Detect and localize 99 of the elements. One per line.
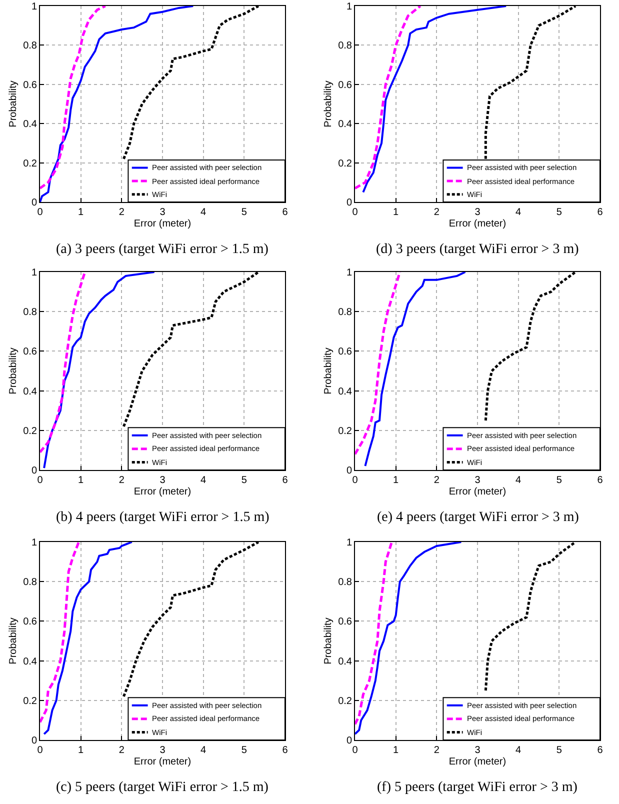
x-tick-label: 2 — [118, 745, 125, 756]
y-tick-label: 0.6 — [338, 346, 352, 358]
x-tick-label: 6 — [597, 207, 604, 218]
y-tick-label: 0.2 — [338, 426, 352, 437]
y-tick-label: 0.2 — [23, 426, 38, 437]
y-tick-label: 0 — [31, 198, 38, 208]
x-axis-title: Error (meter) — [134, 486, 192, 498]
x-tick-label: 3 — [160, 745, 166, 756]
x-tick-label: 2 — [118, 475, 125, 486]
x-tick-label: 6 — [282, 745, 288, 756]
y-tick-label: 0.4 — [23, 119, 38, 130]
x-tick-label: 1 — [78, 475, 84, 486]
y-tick-label: 0.6 — [338, 80, 352, 91]
line-series — [40, 272, 86, 454]
y-tick-label: 0.4 — [23, 656, 38, 668]
x-tick-label: 5 — [241, 207, 248, 218]
x-tick-label: 6 — [597, 745, 604, 756]
y-axis-title: Probability — [8, 618, 20, 664]
x-axis-title: Error (meter) — [134, 756, 192, 768]
x-tick-label: 1 — [393, 475, 400, 486]
y-tick-label: 0.2 — [338, 696, 352, 707]
x-tick-label: 1 — [393, 745, 400, 756]
x-tick-label: 6 — [597, 475, 604, 486]
y-tick-label: 0.4 — [338, 119, 352, 130]
x-tick-label: 6 — [282, 207, 288, 218]
y-axis-title: Probability — [323, 80, 334, 128]
x-tick-label: 4 — [516, 475, 522, 486]
y-tick-label: 0.6 — [23, 346, 38, 358]
y-tick-label: 0.6 — [338, 616, 352, 628]
y-tick-label: 0 — [346, 198, 352, 208]
x-tick-label: 1 — [393, 207, 400, 218]
text: (f) 5 peers (target WiFi error > 3 m) — [377, 780, 578, 795]
y-tick-label: 0.8 — [23, 307, 38, 318]
y-tick-label: 0.8 — [338, 577, 352, 588]
text: (c) 5 peers (target WiFi error > 1.5 m) — [56, 780, 269, 795]
text: (d) 3 peers (target WiFi error > 3 m) — [376, 242, 580, 257]
x-tick-label: 3 — [160, 207, 166, 218]
x-tick-label: 2 — [118, 207, 125, 218]
line-series — [364, 272, 466, 468]
y-tick-label: 1 — [31, 538, 38, 548]
y-tick-label: 0.8 — [338, 307, 352, 318]
y-tick-label: 1 — [346, 538, 352, 548]
y-tick-label: 0.4 — [338, 656, 352, 668]
x-axis-title: Error (meter) — [448, 218, 506, 230]
x-axis-title: Error (meter) — [134, 218, 192, 230]
line-series — [355, 6, 422, 190]
y-tick-label: 0 — [31, 466, 38, 476]
x-tick-label: 2 — [434, 207, 440, 218]
y-tick-label: 1 — [31, 2, 38, 12]
x-tick-label: 4 — [200, 475, 207, 486]
x-tick-label: 5 — [241, 745, 248, 756]
y-tick-label: 0.6 — [23, 80, 38, 91]
y-axis-title: Probability — [323, 348, 334, 394]
text: (e) 4 peers (target WiFi error > 3 m) — [377, 510, 580, 525]
y-tick-label: 1 — [346, 268, 352, 278]
line-series — [355, 542, 462, 736]
y-tick-label: 1 — [31, 268, 38, 278]
y-tick-label: 0.2 — [23, 158, 38, 170]
x-axis-title: Error (meter) — [448, 756, 506, 768]
x-tick-label: 5 — [556, 745, 562, 756]
x-axis-title: Error (meter) — [448, 486, 506, 498]
x-tick-label: 2 — [434, 745, 440, 756]
y-tick-label: 0.2 — [338, 158, 352, 170]
x-tick-label: 3 — [160, 475, 166, 486]
y-tick-label: 0.4 — [338, 386, 352, 398]
y-tick-label: 0 — [346, 736, 352, 746]
x-tick-label: 3 — [474, 207, 481, 218]
x-tick-label: 4 — [200, 745, 207, 756]
x-tick-label: 1 — [78, 207, 84, 218]
y-tick-label: 0 — [346, 466, 352, 476]
y-axis-title: Probability — [323, 618, 334, 664]
line-series — [43, 542, 133, 736]
x-tick-label: 4 — [200, 207, 207, 218]
x-tick-label: 2 — [434, 475, 440, 486]
line-series — [40, 542, 80, 724]
x-tick-label: 5 — [556, 207, 562, 218]
y-tick-label: 1 — [346, 2, 352, 12]
x-tick-label: 3 — [474, 745, 481, 756]
x-tick-label: 3 — [474, 475, 481, 486]
x-tick-label: 1 — [78, 745, 84, 756]
line-series — [40, 6, 107, 190]
y-axis-title: Probability — [8, 80, 20, 128]
y-axis-title: Probability — [8, 348, 20, 394]
y-tick-label: 0.4 — [23, 386, 38, 398]
y-tick-label: 0.6 — [23, 616, 38, 628]
x-tick-label: 5 — [556, 475, 562, 486]
line-series — [355, 272, 402, 456]
x-tick-label: 4 — [516, 745, 522, 756]
line-series — [355, 542, 393, 726]
x-tick-label: 5 — [241, 475, 248, 486]
x-tick-label: 4 — [516, 207, 522, 218]
y-tick-label: 0 — [31, 736, 38, 746]
x-tick-label: 6 — [282, 475, 288, 486]
text: (b) 4 peers (target WiFi error > 1.5 m) — [56, 510, 270, 525]
y-tick-label: 0.2 — [23, 696, 38, 707]
y-tick-label: 0.8 — [23, 577, 38, 588]
y-tick-label: 0.8 — [338, 40, 352, 52]
text: (a) 3 peers (target WiFi error > 1.5 m) — [56, 242, 269, 257]
y-tick-label: 0.8 — [23, 40, 38, 52]
